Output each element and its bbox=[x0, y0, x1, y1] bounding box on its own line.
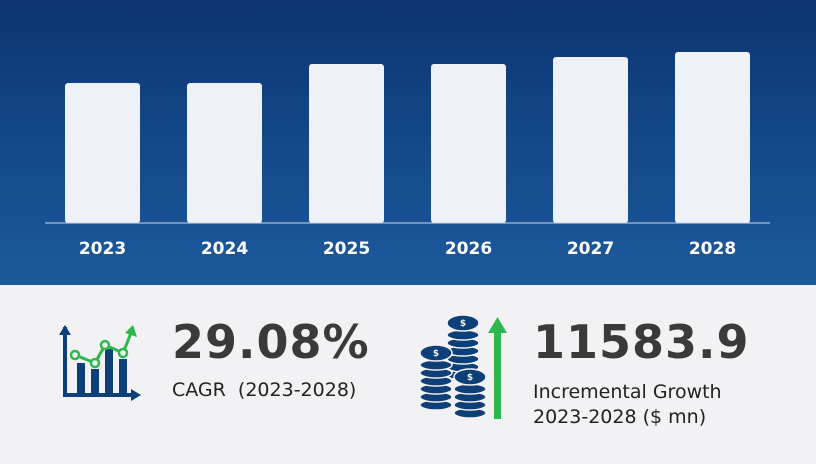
chart-panel: 2023 2024 2025 2026 2027 2028 bbox=[0, 0, 816, 285]
svg-text:$: $ bbox=[467, 373, 473, 383]
x-tick-label: 2027 bbox=[567, 239, 614, 259]
cagr-value: 29.08% bbox=[172, 315, 370, 369]
bar-2028 bbox=[675, 52, 750, 223]
x-tick-label: 2026 bbox=[445, 239, 492, 259]
bar-2023 bbox=[65, 83, 140, 223]
x-tick-label: 2023 bbox=[79, 239, 126, 259]
stats-panel: 29.08% CAGR (2023-2028) $ $ $ 11583.9 Incr… bbox=[0, 285, 816, 464]
x-tick-label: 2025 bbox=[323, 239, 370, 259]
bar-2025 bbox=[309, 64, 384, 223]
bar-2027 bbox=[553, 57, 628, 223]
x-tick-label: 2028 bbox=[689, 239, 736, 259]
x-tick-label: 2024 bbox=[201, 239, 248, 259]
svg-text:$: $ bbox=[460, 319, 466, 329]
cagr-label: CAGR (2023-2028) bbox=[172, 379, 357, 401]
incremental-growth-period: 2023-2028 ($ mn) bbox=[533, 406, 707, 428]
coin-stacks-up-arrow-icon: $ $ $ bbox=[419, 314, 507, 419]
incremental-growth-value: 11583.9 bbox=[533, 315, 750, 369]
growth-chart-icon bbox=[59, 325, 141, 401]
bar-chart: 2023 2024 2025 2026 2027 2028 bbox=[45, 52, 770, 259]
bar-2026 bbox=[431, 64, 506, 223]
svg-text:$: $ bbox=[433, 349, 439, 359]
incremental-growth-label: Incremental Growth bbox=[533, 381, 722, 403]
bar-2024 bbox=[187, 83, 262, 223]
